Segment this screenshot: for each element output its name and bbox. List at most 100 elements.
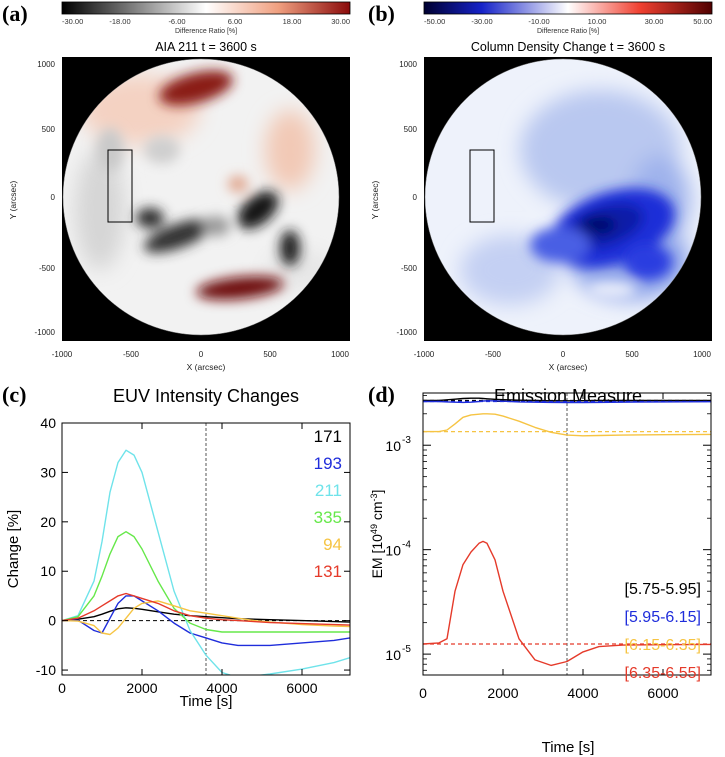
panel-c-series-211: [62, 449, 350, 675]
panel-c-ytick-label: 10: [40, 563, 56, 579]
b-xtick-0: -1000: [414, 350, 435, 359]
a-ytick-2: 0: [51, 193, 56, 202]
panel-b-xticks: -1000 -500 0 500 1000: [414, 350, 712, 359]
panel-b-colorbar: [423, 1, 713, 15]
panel-c-data-area: [62, 423, 350, 675]
panel-b-disk: [425, 59, 701, 335]
cb-a-tick-1: -18.00: [109, 17, 130, 26]
panel-d-ytick-exponent: -5: [402, 644, 411, 655]
panel-c-ytick-label: 30: [40, 464, 56, 480]
cb-b-tick-5: 50.00: [693, 17, 712, 26]
a-xtick-4: 1000: [331, 350, 349, 359]
panel-c-ylabel: Change [%]: [5, 510, 22, 588]
cb-a-label: Difference Ratio [%]: [175, 28, 237, 35]
b-xtick-1: -500: [485, 350, 502, 359]
panel-c-title: EUV Intensity Changes: [113, 386, 299, 406]
panel-b-label: (b): [368, 1, 395, 26]
panel-c-legend-94: 94: [323, 535, 342, 554]
panel-d-xtick-label: 0: [419, 685, 427, 701]
panel-a-ylabel: Y (arcsec): [8, 181, 18, 220]
cb-a-tick-4: 18.00: [283, 17, 302, 26]
panel-b-ylabel: Y (arcsec): [370, 181, 380, 220]
a-ytick-3: -500: [39, 264, 56, 273]
cb-b-label: Difference Ratio [%]: [537, 28, 599, 35]
cb-b-tick-3: 10.00: [588, 17, 607, 26]
panel-c-series-171: [62, 607, 350, 623]
a-xtick-1: -500: [123, 350, 140, 359]
panel-d-xtick-label: 6000: [647, 685, 678, 701]
panel-a-region-box: [107, 149, 133, 223]
a-ytick-4: -1000: [35, 328, 56, 337]
panel-a-disk-edge: [62, 58, 340, 336]
panel-d-ytick-exponent: -4: [402, 540, 411, 551]
panel-a-colorbar: [61, 1, 351, 15]
panel-c-xlabel: Time [s]: [180, 693, 233, 710]
panel-a-yticks: 1000 500 0 -500 -1000: [35, 60, 56, 337]
panel-d-ytick-label: 10: [385, 438, 401, 454]
panel-c-xtick-label: 4000: [206, 680, 237, 696]
panel-c-xtick-label: 0: [58, 680, 66, 696]
panel-a-label: (a): [2, 1, 28, 26]
panel-d-xlabel: Time [s]: [542, 739, 595, 756]
b-xtick-2: 0: [561, 350, 566, 359]
panel-d-ylabel: EM [1049 cm-3]: [369, 490, 385, 579]
panel-d-series-[6.35-6.55]: [423, 540, 711, 667]
panel-c-xtick-label: 6000: [286, 680, 317, 696]
panel-c-ytick-label: 0: [48, 613, 56, 629]
panel-c-series-193: [62, 595, 350, 647]
a-xtick-3: 500: [263, 350, 277, 359]
panel-a: (a) -30.00 -18.00 -6.00 6.00 18.00 30.00…: [2, 1, 351, 372]
a-xtick-2: 0: [199, 350, 204, 359]
cb-b-tick-4: 30.00: [645, 17, 664, 26]
panel-b-region-box: [469, 149, 495, 223]
panel-d-xtick-label: 2000: [487, 685, 518, 701]
panel-d-axes-frame: [422, 392, 712, 676]
panel-c-legend-335: 335: [314, 508, 342, 527]
panel-c-legend-171: 171: [314, 427, 342, 446]
b-ytick-1: 500: [404, 125, 418, 134]
cb-b-tick-2: -10.00: [528, 17, 549, 26]
cb-a-tick-0: -30.00: [62, 17, 83, 26]
panel-c-legend-193: 193: [314, 454, 342, 473]
a-ytick-1: 500: [42, 125, 56, 134]
panel-c-series-131: [62, 592, 350, 626]
panel-d-legend-[5.75-5.95]: [5.75-5.95]: [625, 581, 702, 598]
panel-d-legend-[6.35-6.55]: [6.35-6.55]: [625, 665, 702, 682]
panel-d-xtick-label: 4000: [567, 685, 598, 701]
b-ytick-0: 1000: [399, 60, 417, 69]
panel-d-series-[5.75-5.95]: [423, 397, 711, 402]
panel-c-legend-211: 211: [315, 481, 342, 500]
panel-d-ytick-exponent: -3: [402, 435, 411, 446]
cb-a-tick-5: 30.00: [331, 17, 350, 26]
panel-c-ytick-label: 40: [40, 415, 56, 431]
panel-d-legend-[5.95-6.15]: [5.95-6.15]: [625, 609, 702, 626]
panel-d-ytick-label: 10: [385, 543, 401, 559]
panel-c-axes-frame: [61, 422, 351, 676]
cb-a-tick-3: 6.00: [228, 17, 243, 26]
cb-b-tick-1: -30.00: [471, 17, 492, 26]
panel-d-legend-[6.15-6.35]: [6.15-6.35]: [625, 637, 702, 654]
panel-a-xlabel: X (arcsec): [187, 362, 226, 372]
b-ytick-2: 0: [413, 193, 418, 202]
panel-a-xticks: -1000 -500 0 500 1000: [52, 350, 350, 359]
panel-a-disk: [63, 59, 339, 335]
panel-c-plot: 0 2000 4000 6000-10010203040171193211335941…: [36, 415, 351, 696]
panel-d-label: (d): [368, 382, 395, 407]
b-xtick-3: 500: [625, 350, 639, 359]
panel-a-title: AIA 211 t = 3600 s: [155, 40, 257, 54]
panel-b-colorbar-ticks: -50.00 -30.00 -10.00 10.00 30.00 50.00 D…: [424, 17, 712, 35]
panel-c-series-335: [62, 531, 350, 633]
panel-c-xtick-label: 2000: [126, 680, 157, 696]
panel-d-ytick-label: 10: [385, 647, 401, 663]
panel-b: (b) -50.00 -30.00 -10.00 10.00 30.00 50.…: [368, 1, 713, 372]
b-xtick-4: 1000: [693, 350, 711, 359]
cb-b-tick-0: -50.00: [424, 17, 445, 26]
panel-b-title: Column Density Change t = 3600 s: [471, 40, 665, 54]
panel-c-label: (c): [2, 382, 26, 407]
panel-d-data-area: [423, 393, 711, 675]
panel-b-disk-edge: [424, 58, 702, 336]
panel-b-yticks: 1000 500 0 -500 -1000: [397, 60, 418, 337]
b-ytick-3: -500: [401, 264, 418, 273]
panel-b-xlabel: X (arcsec): [549, 362, 588, 372]
